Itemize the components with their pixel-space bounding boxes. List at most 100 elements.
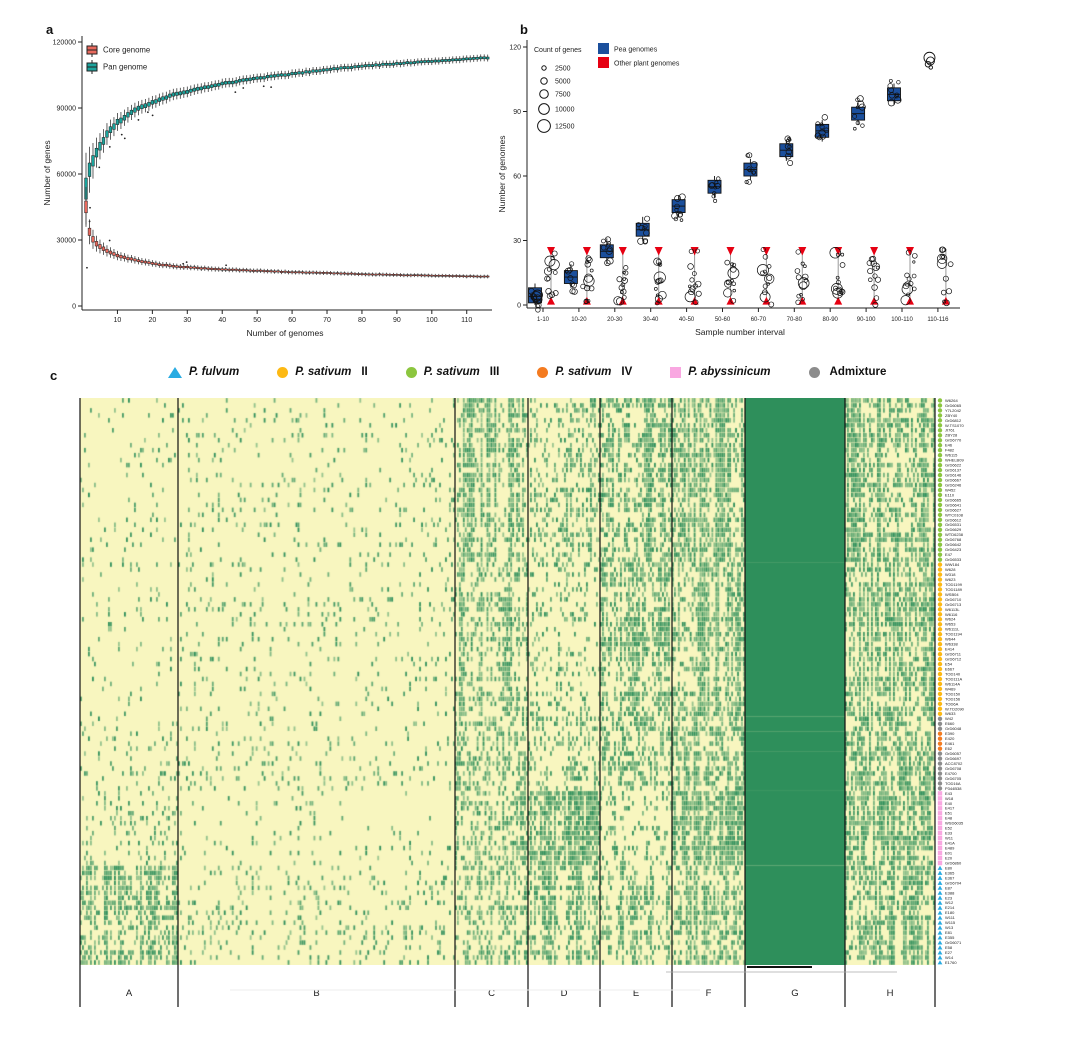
row-label: GrD6629 — [945, 527, 962, 532]
svg-text:20-30: 20-30 — [607, 317, 623, 323]
species-legend-item: P. abyssinicum — [670, 366, 771, 378]
svg-text:Pea genomes: Pea genomes — [614, 47, 658, 54]
row-label: WTC0108 — [945, 512, 964, 517]
circle-marker-icon — [405, 366, 417, 378]
svg-text:110: 110 — [461, 317, 472, 324]
row-label: GrD6246 — [945, 482, 962, 487]
row-label: TOD6A — [945, 701, 959, 706]
panel-b-size-legend: Count of genes 2500 5000 7500 10000 12500 — [534, 47, 582, 133]
row-circle-marker — [937, 701, 943, 707]
genome-count-boxplot-chart: 0 30 60 90 120 1-10 10-20 20-30 30-40 40-50 50-60 6… — [497, 40, 960, 337]
circle-marker-icon — [808, 366, 820, 378]
row-square-marker — [937, 845, 943, 851]
row-label: W11 — [945, 836, 954, 841]
cluster-label: A — [126, 988, 133, 999]
row-circle-marker — [937, 691, 943, 697]
row-circle-marker — [937, 627, 943, 632]
pangenome-heatmap — [80, 398, 935, 965]
row-square-marker — [937, 830, 943, 836]
row-label: GrD6812 — [945, 418, 962, 423]
row-circle-marker — [937, 433, 943, 438]
cluster-label: H — [887, 988, 894, 999]
triangle-marker-icon — [168, 366, 182, 378]
square-marker-icon — [670, 366, 682, 378]
row-square-marker — [937, 816, 943, 821]
row-label: E390 — [945, 731, 955, 736]
species-legend-item: P. sativum III — [405, 366, 500, 378]
row-label: WTD6238 — [945, 532, 964, 537]
row-label: W18 — [945, 796, 954, 801]
row-label: W644 — [945, 637, 956, 642]
row-circle-marker — [937, 502, 943, 508]
row-square-marker — [937, 796, 943, 801]
row-circle-marker — [937, 542, 943, 547]
row-circle-marker — [937, 467, 943, 473]
svg-text:30: 30 — [513, 238, 521, 245]
panel-a-letter: a — [46, 22, 54, 37]
svg-text:12500: 12500 — [555, 124, 575, 131]
svg-text:Number of genomes: Number of genomes — [246, 328, 323, 338]
row-triangle-marker — [937, 925, 943, 930]
row-circle-marker — [937, 557, 943, 562]
row-label: E388 — [945, 890, 955, 895]
row-label: GrD6612 — [945, 517, 962, 522]
row-label: W452 — [945, 487, 956, 492]
svg-text:70: 70 — [323, 317, 331, 324]
row-triangle-marker — [937, 960, 943, 965]
row-label: WHELB09 — [945, 458, 964, 463]
panel-b-letter: b — [520, 22, 528, 37]
svg-text:Number of genomes: Number of genomes — [497, 135, 507, 212]
row-circle-marker — [937, 676, 943, 682]
heatmap-cluster-overlay: A B C D E F G H — [79, 398, 936, 1007]
row-label: W318 — [945, 572, 956, 577]
row-circle-marker — [937, 771, 943, 776]
heatmap-row-labels: W6264GrD6065Y7L2042ZBY40GrD6812W.TS1070J… — [937, 398, 965, 965]
row-circle-marker — [937, 522, 943, 528]
row-label: GrD6423 — [945, 547, 962, 552]
row-label: TOD150 — [945, 691, 961, 696]
row-square-marker — [937, 801, 943, 806]
row-label: GrD6622 — [945, 463, 962, 468]
row-label: E461 — [945, 741, 955, 746]
row-label: GrD6642 — [945, 542, 962, 547]
row-circle-marker — [937, 423, 943, 428]
row-circle-marker — [937, 532, 943, 537]
row-circle-marker — [937, 537, 943, 542]
row-label: W42 — [945, 716, 954, 721]
row-square-marker — [937, 850, 943, 856]
species-legend-item: P. fulvum — [168, 366, 239, 378]
svg-text:100: 100 — [426, 317, 438, 324]
row-label: GrD6770 — [945, 438, 962, 443]
row-circle-marker — [937, 666, 943, 672]
row-label: GrD6137 — [945, 468, 962, 473]
row-label: W111 — [945, 915, 956, 920]
row-circle-marker — [937, 746, 943, 751]
row-label: E414 — [945, 647, 955, 652]
svg-text:5000: 5000 — [555, 79, 571, 86]
row-label: W469 — [945, 686, 956, 691]
row-square-marker — [937, 811, 943, 816]
row-label: W6111L — [945, 627, 960, 632]
row-label: TOD16A — [945, 781, 961, 786]
species-name-suffix: III — [489, 366, 500, 378]
svg-text:30000: 30000 — [57, 238, 77, 245]
svg-text:60: 60 — [513, 174, 521, 181]
svg-text:120000: 120000 — [53, 40, 76, 47]
row-label: E214 — [945, 905, 955, 910]
row-label: TOD1194 — [945, 632, 963, 637]
row-circle-marker — [937, 552, 943, 557]
row-label: F482 — [945, 448, 955, 453]
row-circle-marker — [937, 607, 943, 612]
svg-text:Number of genes: Number of genes — [42, 140, 52, 205]
row-triangle-marker — [937, 945, 943, 950]
row-circle-marker — [937, 686, 943, 692]
row-label: W6115 — [945, 453, 958, 458]
row-label: GrD6533 — [945, 557, 962, 562]
row-circle-marker — [937, 731, 943, 736]
row-label: GrD6712 — [945, 657, 962, 662]
cluster-label: D — [561, 988, 568, 999]
row-circle-marker — [937, 457, 943, 463]
row-label: GrD6667 — [945, 477, 962, 482]
row-label: WW184 — [945, 562, 960, 567]
row-square-marker — [937, 855, 943, 861]
